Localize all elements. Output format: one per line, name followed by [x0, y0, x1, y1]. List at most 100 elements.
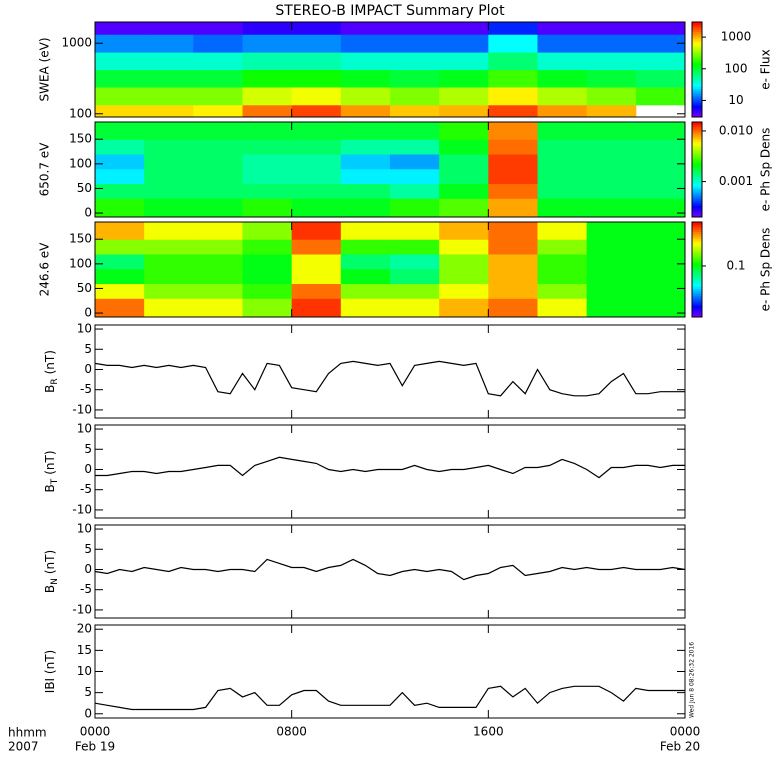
heatmap-cell: [193, 52, 243, 71]
y-axis-label-part: B: [43, 585, 57, 593]
heatmap-cell: [95, 153, 145, 170]
heatmap-cell: [390, 104, 440, 118]
heatmap-cell: [488, 104, 538, 118]
heatmap-cell: [439, 183, 489, 199]
heatmap-cell: [340, 104, 391, 118]
colorbar-segment: [692, 83, 702, 87]
colorbar-segment: [692, 276, 702, 280]
heatmap-cell: [537, 122, 588, 140]
heatmap-cell: [242, 34, 293, 53]
heatmap-cell: [340, 298, 391, 318]
heatmap-cell: [193, 34, 243, 53]
heatmap-cell: [291, 153, 342, 170]
colorbar-segment: [692, 302, 702, 306]
colorbar-label: e- Ph Sp Dens: [759, 228, 773, 312]
colorbar-segment: [692, 305, 702, 308]
colorbar-tick-label: 0.1: [726, 258, 745, 272]
colorbar-segment: [692, 95, 702, 99]
heatmap-cell: [635, 183, 686, 199]
y-tick-label: 5: [84, 542, 92, 556]
heatmap-cell: [340, 222, 391, 240]
data-line: [94, 685, 685, 711]
heatmap-cell: [193, 298, 243, 318]
x-tick-label: 0000: [670, 725, 701, 739]
heatmap-cell: [537, 239, 588, 255]
heatmap-cell: [340, 34, 391, 53]
heatmap-cell: [144, 198, 194, 218]
heatmap-cell: [340, 198, 391, 218]
heatmap-cell: [537, 298, 588, 318]
heatmap-cell: [242, 298, 293, 318]
heatmap-cell: [488, 298, 538, 318]
heatmap-cell: [95, 22, 145, 35]
colorbar-segment: [692, 131, 702, 135]
heatmap-cell: [193, 222, 243, 240]
heatmap-cell: [340, 139, 391, 155]
colorbar-segment: [692, 60, 702, 63]
colorbar-segment: [692, 155, 702, 159]
heatmap-cell: [193, 122, 243, 140]
heatmap-cell: [439, 268, 489, 285]
y-tick-label: -10: [72, 602, 92, 616]
colorbar-tick-label: 10: [728, 93, 743, 107]
y-axis-label-part: B: [43, 484, 57, 492]
heatmap-cell: [488, 253, 538, 270]
colorbar-segment: [692, 205, 702, 208]
colorbar-segment: [692, 79, 702, 82]
heatmap-cell: [390, 153, 440, 170]
heatmap-cell: [340, 268, 391, 285]
heatmap-cell: [439, 69, 489, 88]
heatmap-cell: [537, 253, 588, 270]
heatmap-cell: [439, 283, 489, 299]
heatmap-cell: [488, 168, 538, 185]
heatmap-cell: [488, 222, 538, 240]
heatmap-cell: [439, 168, 489, 185]
heatmap-cell: [488, 52, 538, 71]
colorbar-label: e- Ph Sp Dens: [759, 128, 773, 212]
heatmap-cell: [488, 153, 538, 170]
year-label: 2007: [8, 740, 39, 754]
colorbar-segment: [692, 290, 702, 294]
heatmap-cell: [242, 104, 293, 118]
colorbar-segment: [692, 57, 702, 61]
heatmap-cell: [95, 198, 145, 218]
heatmap-cell: [537, 222, 588, 240]
heatmap-cell: [144, 253, 194, 270]
heatmap-cell: [439, 122, 489, 140]
heatmap-cell: [291, 69, 342, 88]
heatmap-cell: [193, 198, 243, 218]
heatmap-cell: [390, 222, 440, 240]
heatmap-cell: [340, 22, 391, 35]
colorbar-segment: [692, 133, 702, 137]
y-tick-label: 5: [84, 342, 92, 356]
y-axis-label-part: N: [50, 578, 60, 585]
colorbar-segment: [692, 202, 702, 206]
colorbar-segment: [692, 267, 702, 270]
panel-frame: [94, 524, 686, 619]
heatmap-cell: [537, 52, 588, 71]
colorbar-tick-label: 0.010: [719, 123, 753, 137]
panel-frame: [94, 324, 686, 419]
heatmap-cell: [488, 22, 538, 35]
y-axis-label-part: R: [50, 378, 60, 384]
heatmap-cell: [242, 122, 293, 140]
colorbar-segment: [692, 36, 702, 40]
y-tick-label: 0: [84, 462, 92, 476]
heatmap-cell: [291, 253, 342, 270]
heatmap-cell: [586, 122, 637, 140]
colorbar-segment: [692, 312, 702, 316]
colorbar-segment: [692, 160, 702, 163]
y-tick-label: 10: [77, 422, 92, 436]
colorbar-segment: [692, 188, 702, 192]
heatmap-cell: [390, 298, 440, 318]
heatmap-cell: [95, 298, 145, 318]
y-tick-label: -5: [80, 582, 92, 596]
heatmap-cell: [242, 52, 293, 71]
heatmap-cell: [586, 183, 637, 199]
heatmap-cell: [193, 253, 243, 270]
heatmap-cell: [95, 168, 145, 185]
heatmap-cell: [95, 222, 145, 240]
heatmap-cell: [635, 86, 686, 106]
panel-frame: [94, 221, 686, 318]
